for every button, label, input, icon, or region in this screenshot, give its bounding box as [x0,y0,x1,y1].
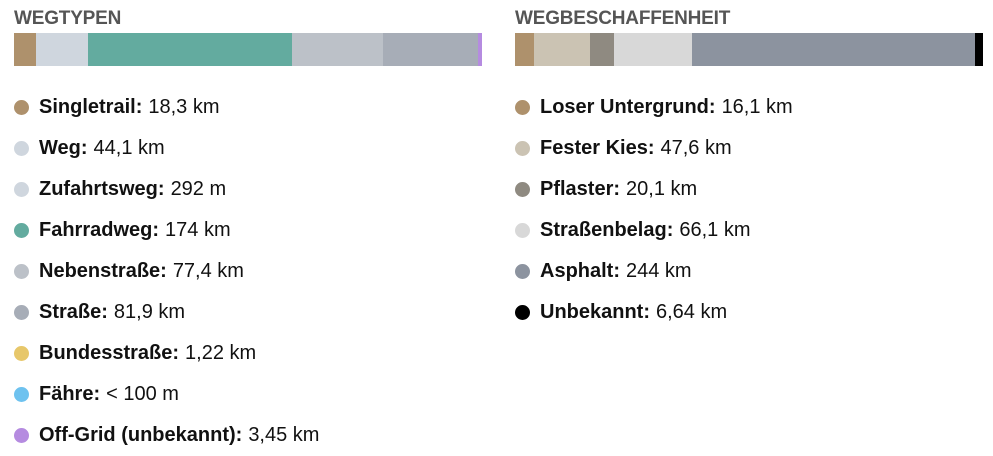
legend-item-label: Bundesstraße: [39,342,180,364]
legend-item-label: Fester Kies: [540,137,655,159]
legend-dot-icon [14,346,29,361]
legend-dot-icon [14,428,29,443]
bar-segment-nebenstrasse[interactable] [292,33,383,66]
legend-item-label: Nebenstraße: [39,260,167,282]
legend-dot-icon [14,264,29,279]
legend-item[interactable]: Bundesstraße: 1,22 km [14,333,482,374]
legend-dot-icon [14,182,29,197]
legend-item-label: Straßenbelag: [540,219,674,241]
legend-item[interactable]: Nebenstraße: 77,4 km [14,251,482,292]
legend-dot-icon [515,182,530,197]
wegbeschaffenheit-bar[interactable] [515,33,983,66]
legend-item[interactable]: Unbekannt: 6,64 km [515,292,983,333]
bar-segment-off-grid[interactable] [477,33,482,66]
wegbeschaffenheit-panel: WEGBESCHAFFENHEIT Loser Untergrund: 16,1 … [515,6,983,333]
legend-item[interactable]: Weg: 44,1 km [14,128,482,169]
wegtypen-title: WEGTYPEN [14,8,122,29]
wegbeschaffenheit-title: WEGBESCHAFFENHEIT [515,8,731,29]
legend-item-value: < 100 m [106,383,179,405]
legend-item-label: Fähre: [39,383,101,405]
legend-item-value: 18,3 km [148,96,220,118]
legend-item-value: 77,4 km [172,260,244,282]
legend-dot-icon [515,264,530,279]
wegtypen-panel: WEGTYPEN Singletrail: 18,3 km Weg: 44,1 km Z… [14,6,482,456]
legend-item-value: 292 m [170,178,227,200]
bar-segment-pflaster[interactable] [589,33,614,66]
legend-item[interactable]: Loser Untergrund: 16,1 km [515,87,983,128]
legend-item-value: 1,22 km [185,342,257,364]
legend-item-value: 16,1 km [721,96,793,118]
legend-item-label: Weg: [39,137,88,159]
legend-item[interactable]: Fahrradweg: 174 km [14,210,482,251]
bar-segment-weg[interactable] [35,33,88,66]
legend-item-label: Pflaster: [540,178,621,200]
legend-item-value: 66,1 km [679,219,751,241]
legend-item-label: Singletrail: [39,96,143,118]
bar-segment-fester-kies[interactable] [533,33,590,66]
legend-item[interactable]: Straße: 81,9 km [14,292,482,333]
legend-dot-icon [515,305,530,320]
legend-dot-icon [14,223,29,238]
bar-segment-fahrradweg[interactable] [87,33,293,66]
bar-segment-unbekannt[interactable] [974,33,983,66]
legend-dot-icon [515,100,530,115]
legend-item-label: Off-Grid (unbekannt): [39,424,243,446]
bar-segment-strassenbelag[interactable] [613,33,692,66]
legend-item[interactable]: Asphalt: 244 km [515,251,983,292]
wegtypen-legend: Singletrail: 18,3 km Weg: 44,1 km Zufahrtswe… [14,87,482,456]
legend-item[interactable]: Straßenbelag: 66,1 km [515,210,983,251]
legend-item[interactable]: Singletrail: 18,3 km [14,87,482,128]
wegtypen-bar[interactable] [14,33,482,66]
bar-segment-strasse[interactable] [382,33,478,66]
legend-item-value: 20,1 km [626,178,698,200]
legend-item-value: 174 km [165,219,231,241]
legend-item-value: 244 km [626,260,692,282]
legend-item-label: Loser Untergrund: [540,96,716,118]
legend-item-value: 81,9 km [113,301,186,323]
legend-item-label: Asphalt: [540,260,620,282]
legend-dot-icon [515,141,530,156]
legend-item-label: Straße: [39,301,108,323]
legend-item[interactable]: Fester Kies: 47,6 km [515,128,983,169]
legend-item[interactable]: Zufahrtsweg: 292 m [14,169,482,210]
bar-segment-singletrail[interactable] [14,33,36,66]
legend-item[interactable]: Fähre: < 100 m [14,374,482,415]
legend-item-label: Unbekannt: [540,301,650,323]
legend-dot-icon [14,100,29,115]
legend-dot-icon [14,305,29,320]
legend-item[interactable]: Pflaster: 20,1 km [515,169,983,210]
bar-segment-asphalt[interactable] [691,33,975,66]
legend-dot-icon [515,223,530,238]
bar-segment-loser-untergrund[interactable] [515,33,534,66]
legend-item-value: 44,1 km [93,137,165,159]
legend-item-label: Fahrradweg: [39,219,160,241]
legend-dot-icon [14,141,29,156]
legend-item[interactable]: Off-Grid (unbekannt): 3,45 km [14,415,482,456]
legend-item-value: 47,6 km [660,137,732,159]
legend-item-value: 3,45 km [248,424,320,446]
legend-dot-icon [14,387,29,402]
legend-item-label: Zufahrtsweg: [39,178,165,200]
wegbeschaffenheit-legend: Loser Untergrund: 16,1 km Fester Kies: 47,6… [515,87,983,333]
legend-item-value: 6,64 km [656,301,728,323]
